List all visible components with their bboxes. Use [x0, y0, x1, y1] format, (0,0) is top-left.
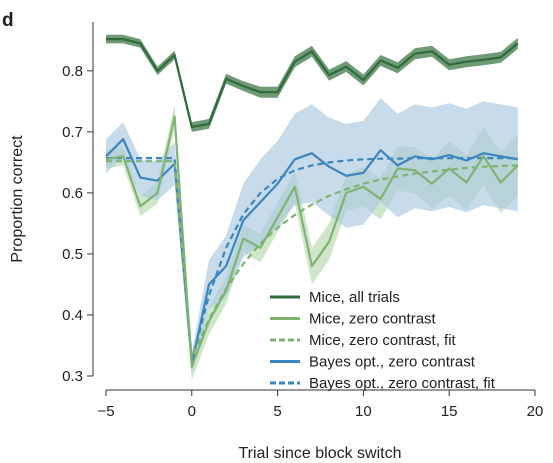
panel-label: d — [2, 10, 14, 31]
legend-label-bayes-opt-zero-contrast-fit: Bayes opt., zero contrast, fit — [309, 375, 496, 392]
legend-label-mice-zero-contrast: Mice, zero contrast — [309, 311, 437, 328]
y-tick-label: 0.7 — [62, 124, 83, 141]
x-tick-label: 15 — [441, 403, 458, 420]
y-tick-label: 0.5 — [62, 246, 83, 263]
y-axis-label: Proportion correct — [9, 135, 26, 263]
confidence-bands — [106, 35, 518, 381]
legend-label-mice-all-trials: Mice, all trials — [309, 289, 400, 306]
y-tick-label: 0.4 — [62, 307, 83, 324]
legend-label-mice-zero-contrast-fit: Mice, zero contrast, fit — [309, 332, 457, 349]
legend-label-bayes-opt-zero-contrast: Bayes opt., zero contrast — [309, 354, 476, 371]
legend: Mice, all trials Mice, zero contrast Mice,… — [270, 289, 496, 392]
x-tick-label: 10 — [355, 403, 372, 420]
x-tick-label: 0 — [188, 403, 196, 420]
x-axis-label: Trial since block switch — [238, 445, 401, 462]
x-tick-label: −5 — [97, 403, 114, 420]
x-axis: −5 0 5 10 15 20 — [97, 390, 543, 420]
y-tick-label: 0.6 — [62, 185, 83, 202]
x-tick-label: 5 — [273, 403, 281, 420]
y-axis: 0.3 0.4 0.5 0.6 0.7 0.8 — [62, 22, 93, 385]
y-tick-label: 0.3 — [62, 368, 83, 385]
x-tick-label: 20 — [527, 403, 544, 420]
y-tick-label: 0.8 — [62, 63, 83, 80]
